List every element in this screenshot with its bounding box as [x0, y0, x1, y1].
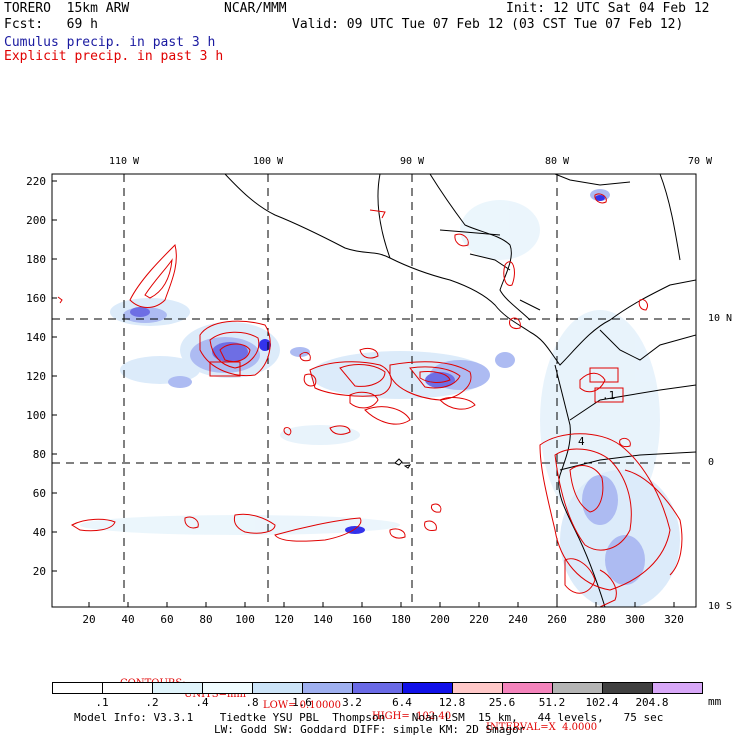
- coastlines: [224, 174, 696, 607]
- contour-units: UNITS=mm: [184, 689, 246, 700]
- legend-label: .2: [145, 696, 159, 709]
- legend-color-cell: [602, 682, 653, 694]
- contour-high: HIGH= 102.40: [372, 711, 452, 722]
- legend-label: 25.6: [488, 696, 516, 709]
- contour-interval: INTERVAL=X 4.0000: [486, 722, 598, 733]
- cumulus-precip-areas: [80, 189, 680, 607]
- x-tick: 300: [625, 613, 645, 626]
- y-tick: 20: [32, 565, 46, 578]
- legend-label: 3.2: [342, 696, 362, 709]
- lat-label-10n: 10 N: [708, 313, 733, 324]
- lon-label-100w: 100 W: [252, 156, 284, 167]
- x-tick: 220: [469, 613, 489, 626]
- map-box-label-1: .1: [602, 389, 616, 402]
- legend-color-cell: [52, 682, 103, 694]
- lat-label-0: 0: [708, 457, 715, 468]
- y-tick: 80: [32, 448, 46, 461]
- legend-color-cell: [302, 682, 353, 694]
- legend-label: .1: [95, 696, 109, 709]
- x-tick: 180: [391, 613, 411, 626]
- lon-label-90w: 90 W: [399, 156, 425, 167]
- y-tick: 180: [26, 253, 46, 266]
- legend-color-cell: [352, 682, 403, 694]
- org-label: NCAR/MMM: [224, 1, 287, 16]
- x-tick: 120: [274, 613, 294, 626]
- legend-color-cell: [102, 682, 153, 694]
- lon-label-70w: 70 W: [687, 156, 713, 167]
- y-tick: 40: [32, 526, 46, 539]
- valid-time: Valid: 09 UTC Tue 07 Feb 12 (03 CST Tue …: [292, 17, 684, 32]
- x-tick: 240: [508, 613, 528, 626]
- legend-color-cell: [502, 682, 553, 694]
- y-tick: 200: [26, 214, 46, 227]
- lat-label-10s: 10 S: [708, 601, 733, 612]
- model-title: TORERO 15km ARW: [4, 1, 130, 16]
- legend-label: .4: [195, 696, 209, 709]
- y-tick: 120: [26, 370, 46, 383]
- model-info-line1: Model Info: V3.3.1 Tiedtke YSU PBL Thomp…: [74, 711, 664, 724]
- y-tick: 160: [26, 292, 46, 305]
- legend-unit: mm: [708, 695, 722, 708]
- contour-low: LOW= 0.10000: [263, 700, 342, 711]
- field-label-explicit: Explicit precip. in past 3 h: [4, 49, 224, 64]
- x-tick: 280: [586, 613, 606, 626]
- x-tick: 100: [235, 613, 255, 626]
- model-info-line2: LW: Godd SW: Goddard DIFF: simple KM: 2D…: [214, 723, 526, 736]
- y-tick: 140: [26, 331, 46, 344]
- legend-color-cell: [202, 682, 253, 694]
- map-box-label-2: 4: [578, 435, 585, 448]
- y-tick: 100: [26, 409, 46, 422]
- y-tick: 220: [26, 175, 46, 188]
- legend-label: 1.6: [292, 696, 312, 709]
- x-tick: 80: [199, 613, 213, 626]
- x-tick: 40: [121, 613, 135, 626]
- legend-label: 12.8: [438, 696, 466, 709]
- legend-label: 102.4: [585, 696, 619, 709]
- x-tick: 20: [82, 613, 96, 626]
- legend-color-cell: [552, 682, 603, 694]
- legend-label: 204.8: [635, 696, 669, 709]
- legend-label: 6.4: [392, 696, 412, 709]
- lon-label-80w: 80 W: [544, 156, 570, 167]
- forecast-hour: Fcst: 69 h: [4, 17, 98, 32]
- lon-label-110w: 110 W: [108, 156, 140, 167]
- legend-color-cell: [152, 682, 203, 694]
- legend-color-cell: [402, 682, 453, 694]
- field-label-cumulus: Cumulus precip. in past 3 h: [4, 35, 216, 50]
- legend-color-cell: [452, 682, 503, 694]
- init-time: Init: 12 UTC Sat 04 Feb 12: [506, 1, 710, 16]
- legend-label: 51.2: [538, 696, 566, 709]
- explicit-precip-contours: [57, 193, 683, 607]
- x-tick: 260: [547, 613, 567, 626]
- x-tick: 200: [430, 613, 450, 626]
- x-tick: 60: [160, 613, 174, 626]
- x-tick: 320: [664, 613, 684, 626]
- legend-label: .8: [245, 696, 259, 709]
- y-tick: 60: [32, 487, 46, 500]
- legend-color-cell: [252, 682, 303, 694]
- x-tick: 160: [352, 613, 372, 626]
- legend-color-cell: [652, 682, 703, 694]
- x-tick: 140: [313, 613, 333, 626]
